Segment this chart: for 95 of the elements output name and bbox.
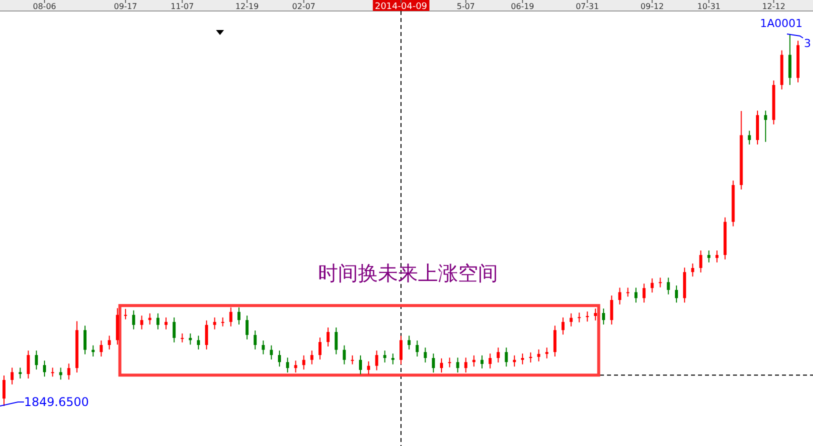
candlestick [504, 347, 508, 368]
candlestick [594, 308, 597, 321]
candlestick [140, 315, 144, 330]
candlestick [43, 360, 46, 378]
candlestick [18, 367, 22, 379]
x-tick-label: 10-31 [697, 2, 721, 11]
candlestick [132, 310, 136, 330]
candlestick [358, 354, 362, 375]
candlestick [310, 350, 314, 365]
candlestick [172, 316, 176, 343]
candlestick [537, 348, 540, 362]
text: 3 [804, 37, 811, 50]
annotation: 时间换未来上涨空间 [318, 261, 498, 285]
candlestick [618, 287, 622, 305]
candlestick [496, 347, 500, 363]
x-tick-label: 12-19 [235, 2, 259, 11]
candlestick [156, 312, 160, 330]
candlestick [424, 347, 427, 363]
candlestick [416, 340, 419, 358]
candlestick [570, 312, 573, 327]
candlestick [480, 354, 484, 369]
candlestick [715, 250, 718, 263]
candlestick [59, 367, 62, 380]
candlestick [634, 287, 638, 304]
candlestick [699, 250, 702, 273]
candlestick [205, 320, 208, 350]
candlestick [213, 316, 216, 330]
candlestick [100, 340, 103, 358]
candlestick [642, 283, 646, 304]
x-tick-label: 09-17 [114, 2, 138, 11]
candlestick [10, 367, 14, 385]
candlestick [318, 337, 322, 360]
x-tick-label: 5-07 [456, 2, 475, 11]
candlestick [553, 325, 556, 358]
candlestick [602, 308, 606, 326]
candlestick [400, 335, 402, 365]
candlestick [294, 360, 298, 374]
candlestick [521, 353, 524, 365]
candlestick [26, 350, 30, 379]
annotation: 1849.6500 [24, 395, 89, 409]
candlestick [408, 335, 411, 350]
x-tick-label: 09-12 [640, 2, 664, 11]
candlestick [196, 335, 200, 350]
candlestick [278, 350, 281, 368]
candlestick [67, 363, 70, 380]
candlestick [302, 354, 306, 370]
candlestick [254, 330, 257, 350]
candlestick [391, 353, 394, 365]
candlestick [545, 347, 548, 359]
candlestick [237, 306, 240, 326]
candlestick [707, 250, 710, 263]
candlestick [448, 357, 452, 368]
candlestick [488, 353, 492, 369]
candlestick [586, 311, 589, 322]
x-tick-label: 11-07 [170, 2, 194, 11]
candlestick [562, 316, 565, 336]
candlestick [84, 325, 87, 355]
candlestick [124, 308, 128, 320]
x-tick-label: 06-19 [510, 2, 534, 11]
candlestick [383, 350, 386, 363]
x-tick-label: 02-07 [292, 2, 316, 11]
candlestick [666, 277, 670, 295]
candlestick [367, 360, 370, 375]
candlestick [108, 335, 111, 350]
x-tick-label: 07-31 [576, 2, 599, 11]
candlestick [375, 350, 378, 371]
x-tick-label: 2014-04-09 [374, 2, 428, 12]
candlestick [650, 278, 654, 294]
candlestick [529, 352, 532, 363]
candlestick [229, 306, 232, 327]
candlestick [691, 263, 694, 278]
candlestick [262, 340, 265, 355]
candlestick [764, 110, 768, 142]
x-tick-label: 08-06 [32, 2, 56, 11]
candlestick [164, 316, 168, 330]
candlestick [246, 315, 249, 340]
candlestick [270, 344, 273, 360]
candlestick [674, 284, 678, 304]
candlestick [748, 130, 751, 145]
candlestick [326, 327, 330, 347]
candlestick [432, 353, 435, 374]
candlestick [2, 374, 6, 406]
candlestick [456, 357, 460, 374]
candlestick [578, 312, 581, 323]
candlestick [342, 344, 346, 365]
candlestick [464, 357, 468, 374]
x-tick-label: 12-12 [762, 2, 786, 11]
candlestick [34, 350, 38, 370]
candlestick [610, 295, 614, 326]
candlestick [440, 358, 444, 374]
candlestick [334, 327, 338, 355]
candlestick [658, 277, 662, 288]
candlestick [788, 34, 792, 86]
text: 1A0001 [760, 17, 803, 30]
candlestick [286, 357, 290, 374]
